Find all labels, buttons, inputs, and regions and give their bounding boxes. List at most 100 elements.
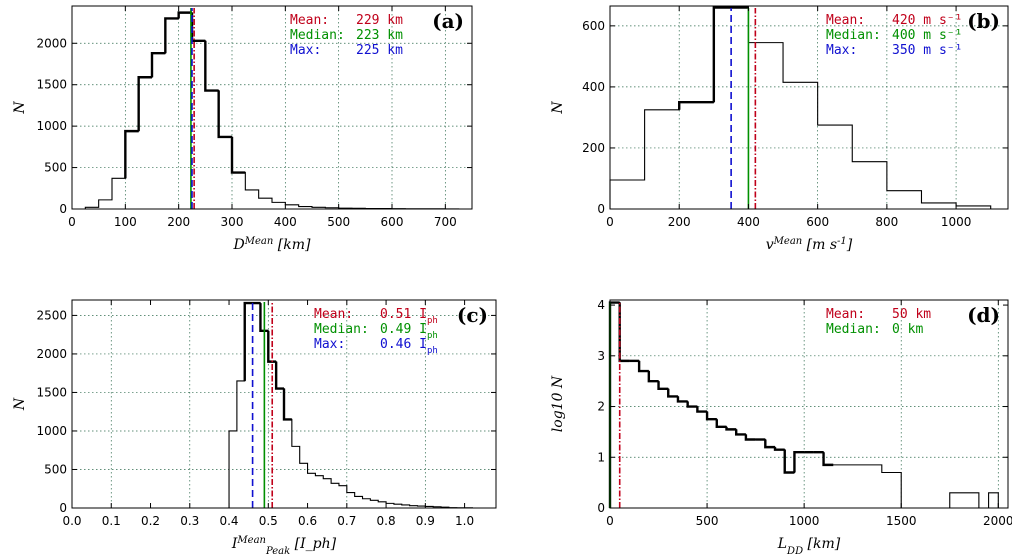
- x-tick-label: 2000: [983, 514, 1012, 528]
- x-tick-label: 300: [221, 215, 244, 229]
- max-label: Max:: [314, 337, 345, 352]
- x-axis-label: vMean [m s-1]: [766, 236, 853, 254]
- plot-frame: [71, 5, 473, 210]
- y-axis-label: N: [12, 397, 28, 411]
- histogram-bar: [712, 6, 749, 103]
- histogram-outline: [72, 12, 472, 210]
- x-tick-label: 200: [167, 215, 190, 229]
- histogram-bar: [667, 388, 678, 398]
- y-tick-label: 3: [597, 349, 605, 363]
- histogram-bar: [637, 360, 649, 373]
- x-tick-label: 0.9: [416, 514, 435, 528]
- y-tick-label: 200: [582, 141, 605, 155]
- histogram-bar: [676, 396, 688, 403]
- x-tick-label: 400: [274, 215, 297, 229]
- x-tick-label: 0.5: [259, 514, 278, 528]
- x-tick-label: 500: [696, 514, 719, 528]
- histogram-bar: [243, 301, 253, 381]
- histogram-bar: [744, 434, 756, 441]
- x-tick-label: 0.7: [337, 514, 356, 528]
- histogram-bar: [150, 52, 166, 78]
- x-tick-label: 700: [434, 215, 457, 229]
- x-axis-label: DMean [km]: [233, 236, 311, 254]
- panel-label: (d): [967, 303, 1000, 327]
- y-tick-label: 2500: [36, 308, 67, 322]
- y-tick-label: 500: [44, 161, 67, 175]
- max-label: Max:: [826, 43, 857, 58]
- x-tick-label: 800: [875, 215, 898, 229]
- x-tick-label: 1000: [941, 215, 972, 229]
- histogram-bar: [164, 17, 179, 54]
- histogram-bar: [734, 429, 746, 436]
- panel-b: 0 200 400 600 800 1000 0 200 400 600 vMean [m s-1]…: [550, 5, 1009, 254]
- x-tick-label: 0: [606, 514, 614, 528]
- x-tick-label: 100: [114, 215, 137, 229]
- histogram-bar: [124, 129, 139, 179]
- mean-label: Mean:: [826, 13, 865, 28]
- x-tick-label: 0.0: [62, 514, 81, 528]
- mean-value: 50 km: [892, 307, 931, 322]
- y-tick-label: 0: [597, 501, 605, 515]
- histogram-bar: [715, 419, 727, 429]
- histogram-bar: [259, 303, 269, 333]
- x-tick-label: 0.8: [377, 514, 396, 528]
- histogram-bar: [230, 136, 246, 174]
- histogram-bar: [267, 330, 277, 363]
- median-label: Median:: [314, 322, 369, 337]
- x-tick-label: 500: [327, 215, 350, 229]
- x-tick-label: 1.0: [455, 514, 474, 528]
- x-axis-label: IMeanPeak [I_ph]: [231, 535, 337, 554]
- y-tick-label: 2: [597, 400, 605, 414]
- panel-label: (c): [457, 303, 488, 327]
- histogram-bar: [657, 381, 669, 390]
- y-tick-label: 4: [597, 298, 605, 312]
- histogram-bar: [282, 388, 292, 421]
- histogram-bar: [696, 406, 708, 413]
- median-value: 223 km: [356, 28, 403, 43]
- panel-c: 0.0 0.1 0.2 0.3 0.4 0.5 0.6 0.7 0.8 0.9 1.0 0 500 100…: [12, 299, 497, 554]
- x-tick-label: 0.1: [102, 514, 121, 528]
- y-tick-label: 600: [582, 19, 605, 33]
- max-value: 0.46 Iph: [380, 337, 438, 356]
- median-value: 400 m s⁻¹: [892, 28, 962, 43]
- x-tick-label: 600: [381, 215, 404, 229]
- mean-value: 229 km: [356, 13, 403, 28]
- y-axis-label: N: [550, 101, 566, 115]
- max-value: 225 km: [356, 43, 403, 58]
- x-tick-label: 1500: [886, 514, 917, 528]
- histogram-bar: [647, 371, 659, 383]
- x-tick-label: 0.2: [141, 514, 160, 528]
- median-label: Median:: [826, 322, 881, 337]
- x-axis-label: LDD [km]: [777, 536, 841, 554]
- y-tick-label: 1500: [36, 385, 67, 399]
- mean-label: Mean:: [826, 307, 865, 322]
- y-tick-label: 0: [59, 202, 67, 216]
- x-tick-label: 200: [668, 215, 691, 229]
- x-tick-label: 0.6: [298, 514, 317, 528]
- histogram-bar: [217, 90, 232, 139]
- median-label: Median:: [826, 28, 881, 43]
- plot-frame: [609, 299, 1009, 509]
- mean-value: 420 m s⁻¹: [892, 13, 962, 28]
- y-tick-label: 500: [44, 462, 67, 476]
- y-axis-label: N: [12, 101, 28, 115]
- x-tick-label: 0.4: [219, 514, 238, 528]
- panel-label: (b): [967, 9, 1000, 33]
- x-tick-label: 400: [737, 215, 760, 229]
- histogram-bar: [783, 449, 795, 474]
- y-tick-label: 1: [597, 450, 605, 464]
- panel-a: 0 100 200 300 400 500 600 700 0 500 1000 1500 2000 DM…: [12, 5, 473, 254]
- plot-frame: [71, 299, 497, 509]
- histogram-bar: [204, 40, 219, 92]
- y-tick-label: 1500: [36, 78, 67, 92]
- y-tick-label: 0: [59, 501, 67, 515]
- median-value: 0.49 Iph: [380, 322, 438, 341]
- panel-label: (a): [432, 9, 464, 33]
- plot-frame: [609, 5, 1009, 210]
- y-tick-label: 1000: [36, 424, 67, 438]
- y-axis-label: log10 N: [550, 375, 566, 432]
- x-tick-label: 0: [606, 215, 614, 229]
- max-label: Max:: [290, 43, 321, 58]
- panel-d: 0 500 1000 1500 2000 0 1 2 3 4 LDD [km] log10 N (d) M…: [550, 298, 1012, 554]
